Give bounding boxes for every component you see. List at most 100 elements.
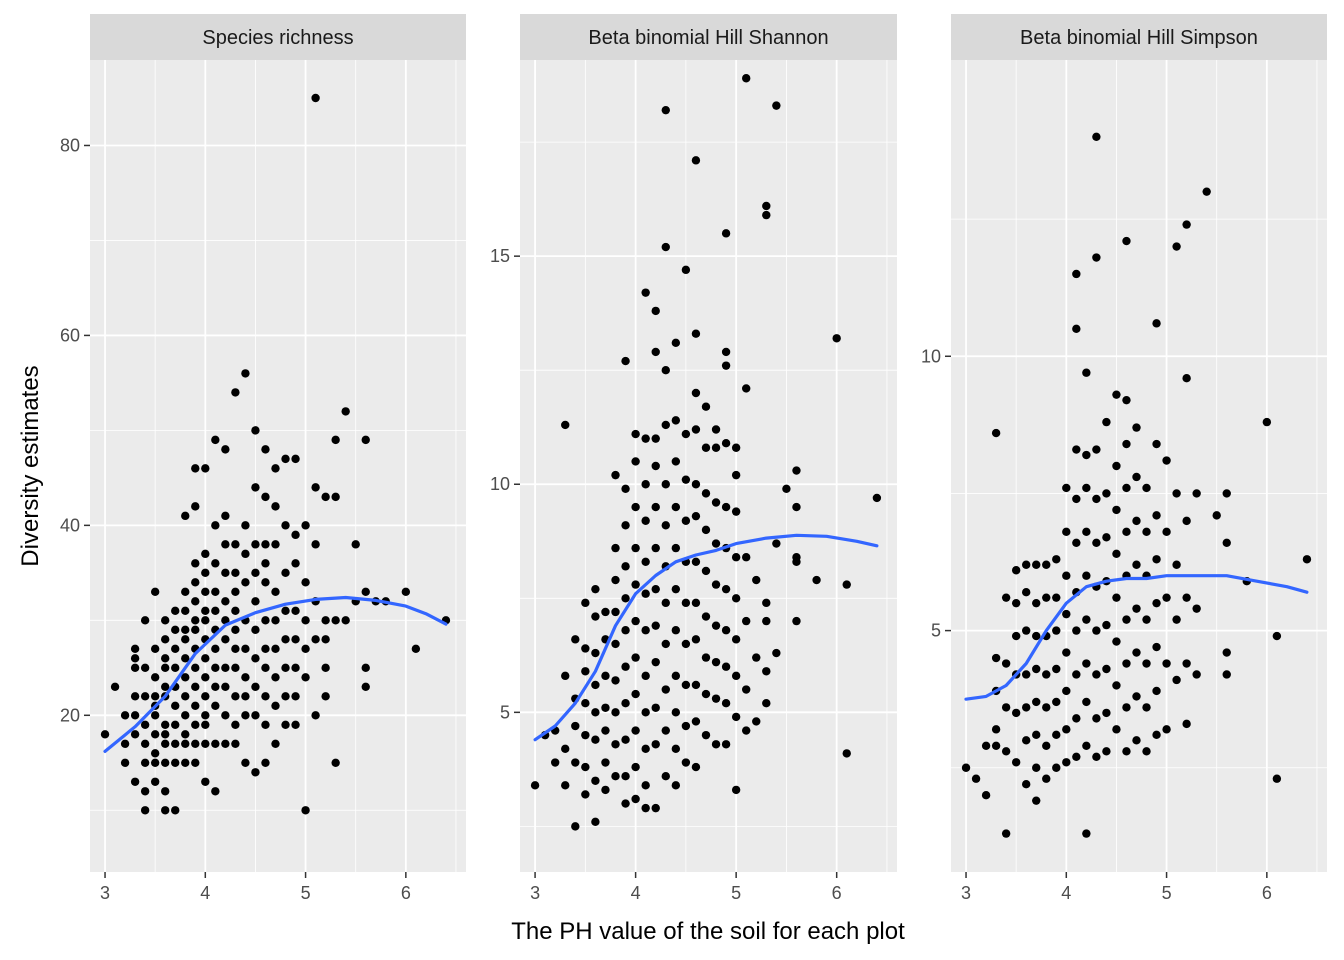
data-point bbox=[721, 438, 731, 448]
data-point bbox=[721, 626, 731, 635]
data-point bbox=[301, 578, 310, 587]
data-point bbox=[651, 740, 660, 749]
data-point bbox=[181, 758, 190, 767]
data-point bbox=[611, 676, 620, 685]
data-point bbox=[221, 616, 230, 625]
data-point bbox=[721, 502, 731, 512]
data-point bbox=[991, 653, 1001, 663]
data-point bbox=[191, 578, 200, 587]
data-point bbox=[1102, 620, 1111, 630]
panel-background bbox=[951, 60, 1327, 872]
data-point bbox=[681, 598, 691, 608]
data-point bbox=[611, 575, 620, 585]
data-point bbox=[731, 443, 741, 452]
data-point bbox=[1001, 703, 1011, 712]
data-point bbox=[631, 580, 640, 589]
data-point bbox=[241, 644, 250, 654]
data-point bbox=[211, 587, 220, 597]
data-point bbox=[1182, 593, 1191, 602]
data-point bbox=[1102, 489, 1111, 498]
data-point bbox=[361, 435, 370, 445]
data-point bbox=[271, 644, 280, 654]
facet-strip bbox=[951, 14, 1327, 60]
data-point bbox=[1222, 670, 1231, 679]
data-point bbox=[1072, 324, 1081, 334]
data-point bbox=[621, 735, 630, 744]
data-point bbox=[171, 739, 180, 748]
data-point bbox=[1032, 598, 1041, 608]
data-point bbox=[1032, 697, 1041, 707]
data-point bbox=[291, 559, 300, 568]
data-point bbox=[742, 384, 751, 393]
data-point bbox=[171, 625, 180, 635]
data-point bbox=[251, 426, 260, 435]
data-point bbox=[211, 435, 220, 445]
data-point bbox=[241, 549, 250, 559]
data-point bbox=[1072, 269, 1081, 279]
data-point bbox=[1182, 659, 1191, 668]
data-point bbox=[651, 543, 660, 553]
data-point bbox=[1142, 703, 1151, 712]
data-point bbox=[191, 720, 200, 729]
data-point bbox=[961, 763, 971, 772]
data-point bbox=[641, 626, 650, 635]
data-point bbox=[621, 356, 630, 366]
data-point bbox=[161, 663, 170, 673]
data-point bbox=[561, 744, 570, 754]
data-point bbox=[641, 781, 650, 790]
data-point bbox=[1162, 659, 1171, 668]
x-tick-label: 5 bbox=[1162, 883, 1172, 903]
panel-background bbox=[520, 60, 897, 872]
data-point bbox=[591, 648, 600, 658]
data-point bbox=[211, 663, 220, 673]
data-point bbox=[271, 540, 280, 549]
data-point bbox=[1052, 763, 1061, 772]
data-point bbox=[311, 635, 320, 644]
data-point bbox=[241, 711, 250, 720]
data-point bbox=[561, 420, 570, 430]
data-point bbox=[130, 663, 140, 673]
data-point bbox=[301, 644, 310, 654]
data-point bbox=[1082, 829, 1091, 838]
data-point bbox=[201, 464, 210, 473]
data-point bbox=[691, 762, 701, 772]
data-point bbox=[691, 598, 701, 608]
data-point bbox=[241, 369, 250, 378]
data-point bbox=[150, 692, 160, 701]
data-point bbox=[1132, 692, 1141, 701]
data-point bbox=[361, 682, 370, 692]
data-point bbox=[611, 543, 620, 553]
data-point bbox=[611, 607, 620, 617]
data-point bbox=[711, 694, 721, 703]
data-point bbox=[651, 584, 660, 594]
data-point bbox=[1132, 423, 1141, 432]
data-point bbox=[140, 806, 150, 815]
data-point bbox=[191, 625, 200, 635]
data-point bbox=[601, 785, 610, 795]
data-point bbox=[1112, 637, 1121, 646]
data-point bbox=[231, 388, 240, 397]
data-point bbox=[291, 635, 300, 644]
data-point bbox=[631, 429, 640, 439]
data-point bbox=[281, 454, 290, 464]
data-point bbox=[561, 781, 570, 790]
data-point bbox=[130, 777, 140, 786]
data-point bbox=[361, 663, 370, 673]
data-point bbox=[681, 758, 691, 767]
data-point bbox=[181, 587, 190, 597]
data-point bbox=[581, 644, 590, 653]
data-point bbox=[641, 744, 650, 754]
x-axis-title: The PH value of the soil for each plot bbox=[511, 918, 905, 945]
data-point bbox=[1011, 708, 1021, 718]
data-point bbox=[1122, 659, 1131, 668]
data-point bbox=[211, 701, 220, 711]
data-point bbox=[1052, 730, 1061, 740]
data-point bbox=[351, 540, 360, 549]
data-point bbox=[601, 758, 610, 767]
data-point bbox=[842, 580, 851, 589]
data-point bbox=[591, 776, 600, 785]
data-point bbox=[661, 726, 670, 735]
data-point bbox=[701, 525, 711, 535]
data-point bbox=[261, 616, 270, 625]
data-point bbox=[251, 625, 260, 635]
